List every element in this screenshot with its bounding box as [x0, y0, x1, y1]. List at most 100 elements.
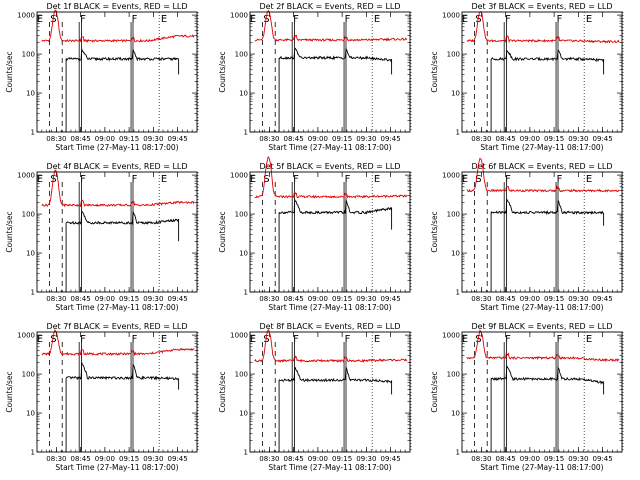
y-tick-label: 1 — [244, 449, 248, 457]
y-tick-label: 1 — [31, 129, 35, 137]
x-tick-label: 09:45 — [381, 135, 401, 143]
event-marker-label: E — [37, 174, 43, 185]
plot-frame — [36, 11, 198, 133]
x-tick-label: 08:30 — [471, 455, 491, 463]
x-tick-label: 09:45 — [593, 135, 613, 143]
plot-frame — [249, 11, 411, 133]
panel-title: Det 8f BLACK = Events, RED = LLD — [259, 322, 400, 331]
panel-title: Det 6f BLACK = Events, RED = LLD — [471, 162, 612, 171]
y-tick-label: 100 — [22, 211, 35, 219]
x-tick-label: 08:45 — [284, 135, 304, 143]
panel-title: Det 5f BLACK = Events, RED = LLD — [259, 162, 400, 171]
y-tick-label: 10 — [239, 410, 248, 418]
y-tick-label: 100 — [235, 371, 248, 379]
x-tick-label: 09:15 — [119, 455, 139, 463]
event-marker-label: F — [132, 174, 138, 185]
plot-frame — [36, 171, 198, 293]
series-events-line — [490, 49, 605, 75]
event-marker-label: E — [374, 174, 380, 185]
event-marker-label: F — [293, 334, 299, 345]
y-tick-label: 100 — [235, 51, 248, 59]
x-tick-label: 09:00 — [308, 455, 328, 463]
event-marker-label: E — [250, 14, 256, 25]
y-tick-label: 100 — [22, 371, 35, 379]
x-axis-label: Start Time (27-May-11 08:17:00) — [268, 303, 391, 312]
series-lld-line — [41, 9, 195, 43]
x-tick-label: 08:45 — [496, 135, 516, 143]
panel-title: Det 1f BLACK = Events, RED = LLD — [46, 2, 187, 11]
x-axis-label: Start Time (27-May-11 08:17:00) — [480, 303, 603, 312]
x-tick-label: 09:30 — [143, 295, 163, 303]
x-tick-label: 09:15 — [544, 455, 564, 463]
event-marker-label: E — [374, 14, 380, 25]
x-tick-label: 09:30 — [568, 135, 588, 143]
x-tick-label: 08:45 — [496, 295, 516, 303]
event-marker-label: E — [37, 14, 43, 25]
x-tick-label: 09:00 — [520, 135, 540, 143]
plot-frame — [249, 171, 411, 293]
y-tick-label: 1 — [244, 289, 248, 297]
y-tick-label: 1000 — [442, 12, 460, 20]
y-axis-label: Counts/sec — [430, 211, 439, 252]
y-tick-label: 10 — [451, 250, 460, 258]
event-marker-label: F — [557, 334, 563, 345]
y-tick-label: 1000 — [17, 172, 35, 180]
event-marker-label: S — [50, 334, 56, 345]
x-axis-label: Start Time (27-May-11 08:17:00) — [55, 463, 178, 472]
event-marker-label: F — [505, 334, 511, 345]
x-tick-label: 08:45 — [71, 455, 91, 463]
series-lld-line — [466, 10, 620, 44]
x-tick-label: 08:30 — [471, 295, 491, 303]
event-marker-label: E — [586, 14, 592, 25]
plot-frame — [461, 331, 623, 453]
series-lld-line — [41, 169, 195, 208]
event-marker-label: E — [161, 334, 167, 345]
y-tick-label: 100 — [22, 51, 35, 59]
x-tick-label: 09:30 — [568, 455, 588, 463]
x-tick-label: 09:30 — [356, 135, 376, 143]
x-tick-label: 08:45 — [284, 455, 304, 463]
event-marker-label: E — [586, 174, 592, 185]
y-axis-label: Counts/sec — [5, 51, 14, 92]
series-lld-line — [466, 329, 620, 363]
event-marker-label: S — [263, 174, 269, 185]
event-marker-label: F — [345, 14, 351, 25]
x-tick-label: 08:45 — [71, 295, 91, 303]
event-marker-label: F — [345, 334, 351, 345]
panel-det-7: Det 7f BLACK = Events, RED = LLD 1 10 100 10… — [5, 322, 199, 472]
event-marker-label: S — [263, 14, 269, 25]
y-tick-label: 1000 — [17, 12, 35, 20]
plot-frame — [461, 11, 623, 133]
y-tick-label: 10 — [451, 410, 460, 418]
series-events-line — [490, 198, 605, 226]
y-tick-label: 1000 — [442, 172, 460, 180]
panel-det-3: Det 3f BLACK = Events, RED = LLD 1 10 100 10… — [430, 2, 624, 152]
event-marker-label: F — [505, 14, 511, 25]
x-tick-label: 09:15 — [544, 135, 564, 143]
x-tick-label: 09:30 — [143, 135, 163, 143]
x-tick-label: 09:30 — [143, 455, 163, 463]
y-tick-label: 1 — [31, 289, 35, 297]
y-tick-label: 100 — [235, 211, 248, 219]
y-tick-label: 10 — [26, 90, 35, 98]
event-marker-label: E — [250, 174, 256, 185]
x-tick-label: 09:00 — [95, 455, 115, 463]
x-tick-label: 09:45 — [593, 455, 613, 463]
event-marker-label: E — [462, 14, 468, 25]
y-tick-label: 1000 — [17, 332, 35, 340]
panel-det-4: Det 4f BLACK = Events, RED = LLD 1 10 100 10… — [5, 162, 199, 312]
y-tick-label: 1 — [456, 289, 460, 297]
x-axis-label: Start Time (27-May-11 08:17:00) — [480, 143, 603, 152]
event-marker-label: F — [80, 334, 86, 345]
y-axis-label: Counts/sec — [218, 211, 227, 252]
x-axis-label: Start Time (27-May-11 08:17:00) — [55, 303, 178, 312]
series-events-line — [65, 361, 180, 390]
panel-title: Det 9f BLACK = Events, RED = LLD — [471, 322, 612, 331]
panel-title: Det 3f BLACK = Events, RED = LLD — [471, 2, 612, 11]
x-tick-label: 08:30 — [259, 455, 279, 463]
panel-title: Det 7f BLACK = Events, RED = LLD — [46, 322, 187, 331]
x-tick-label: 09:15 — [119, 135, 139, 143]
x-tick-label: 08:30 — [471, 135, 491, 143]
event-marker-label: E — [586, 334, 592, 345]
